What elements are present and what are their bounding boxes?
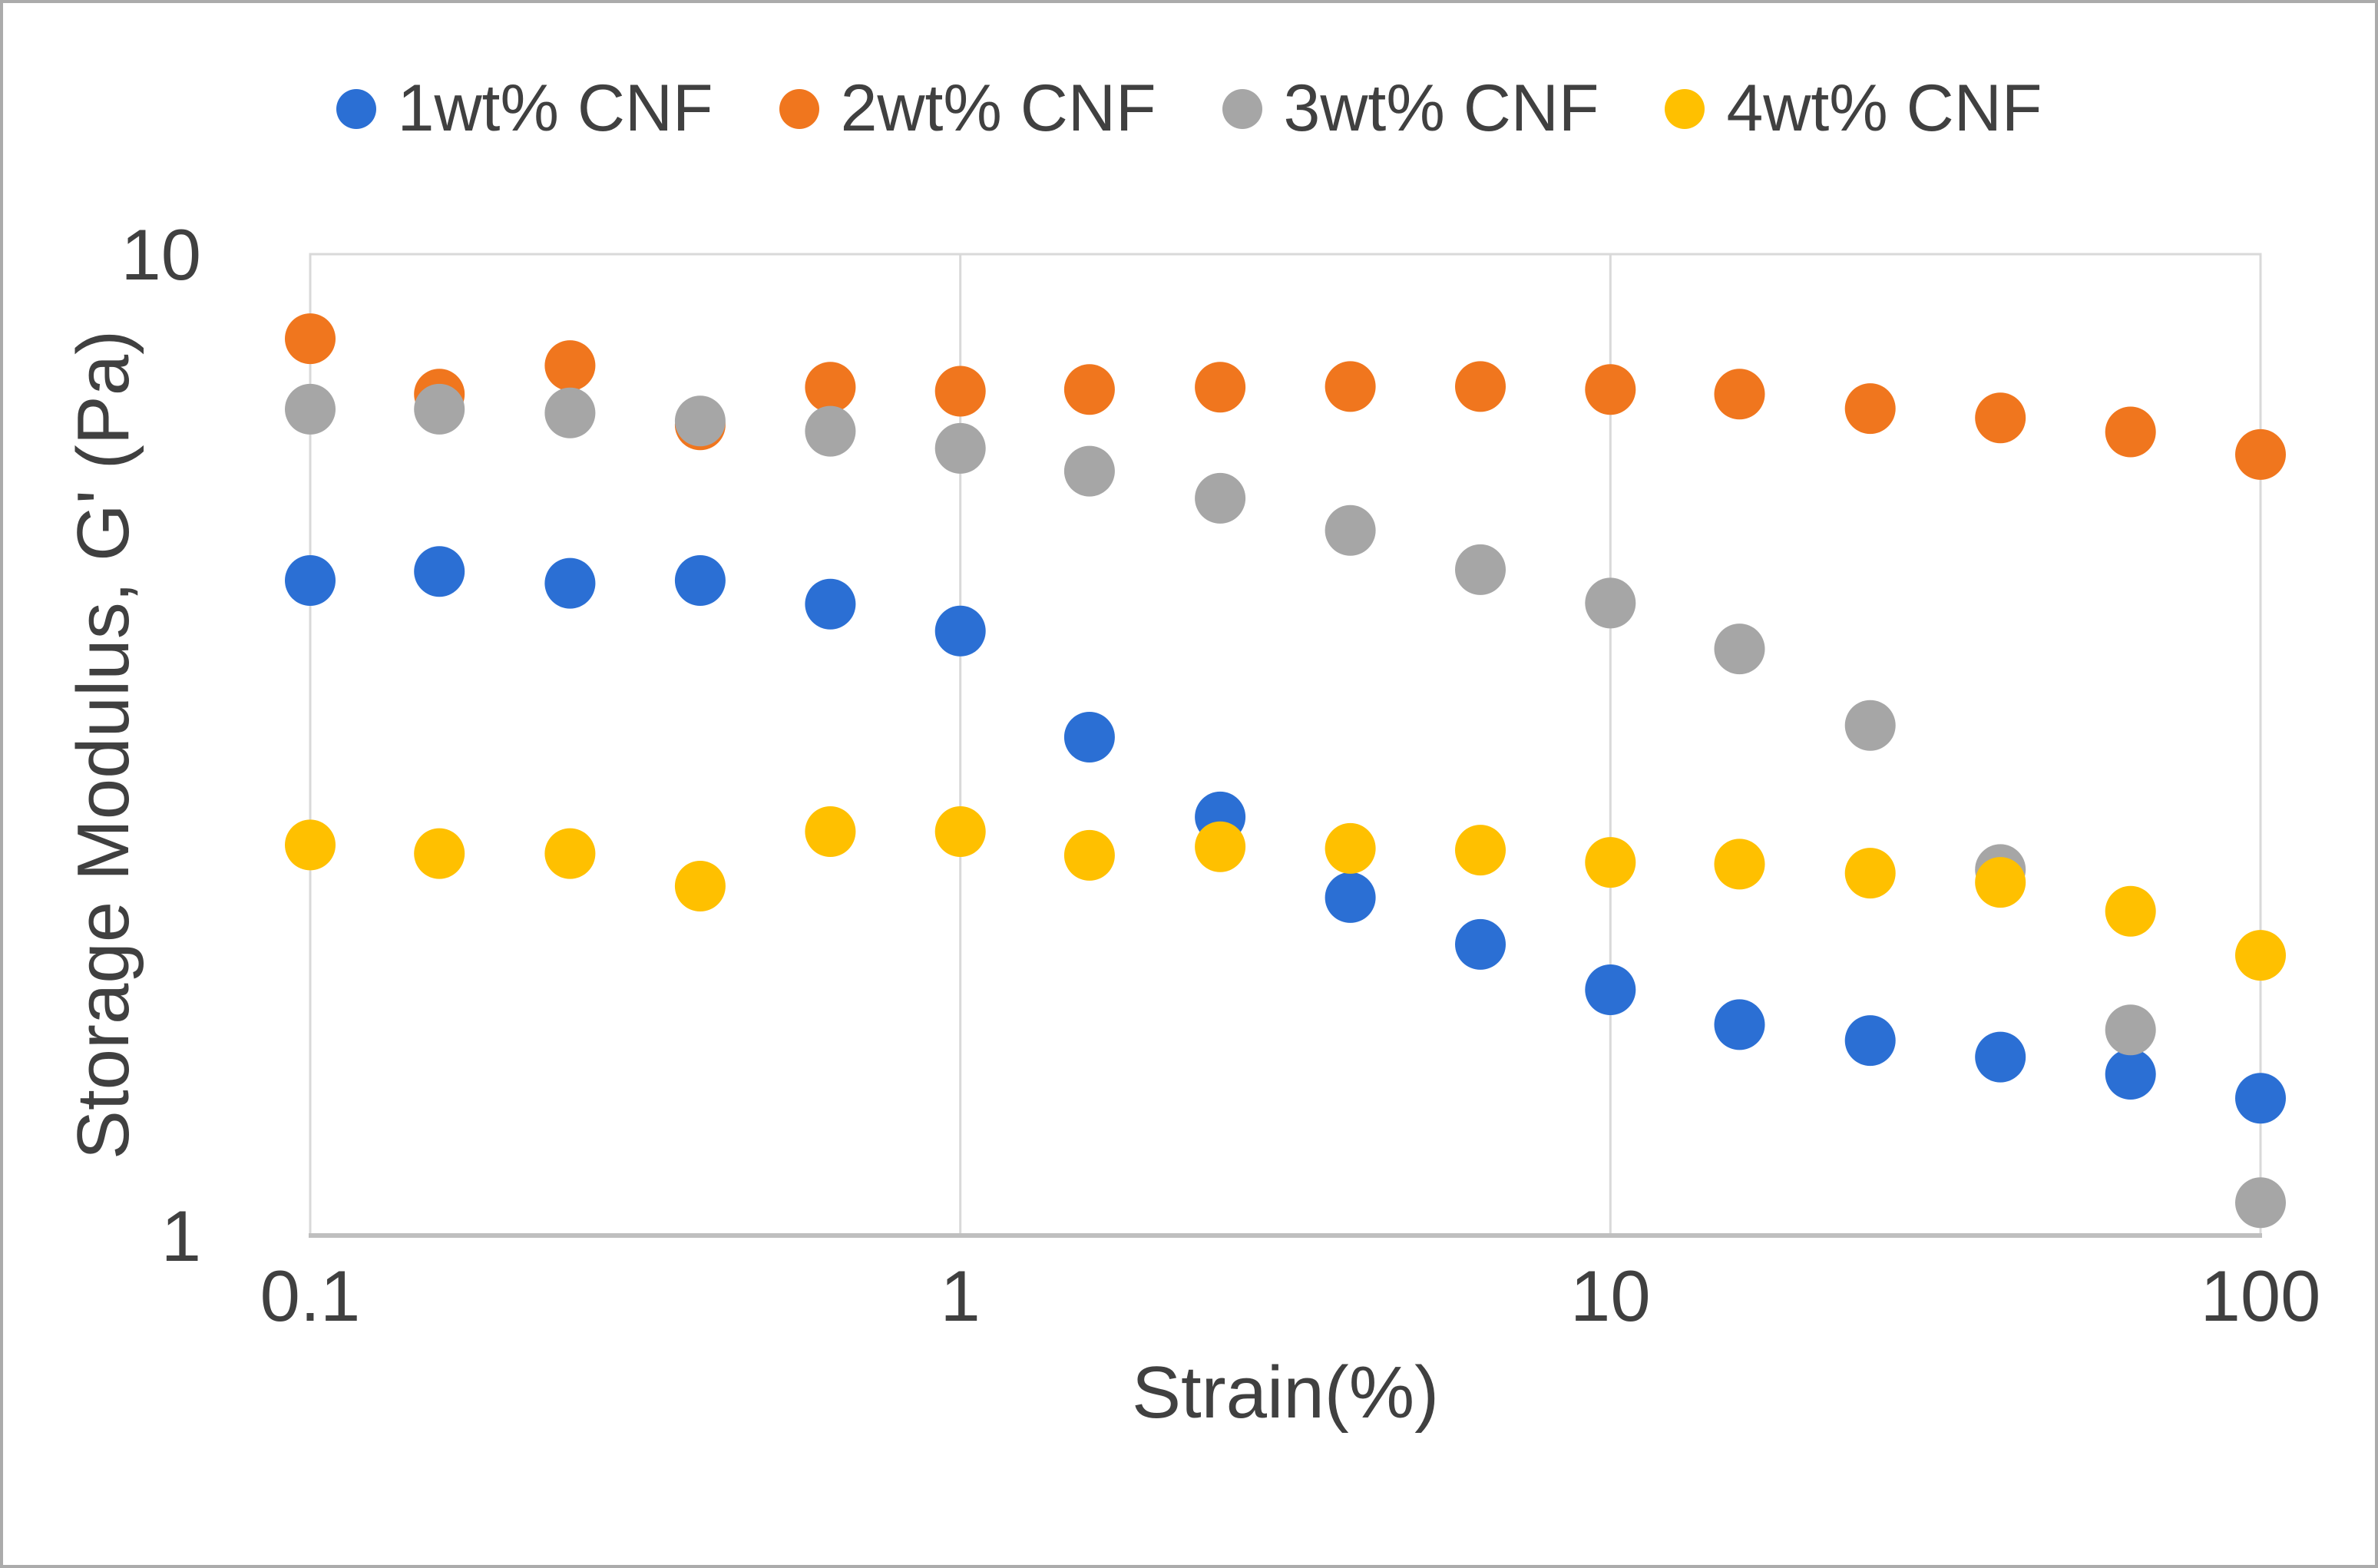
series-1wt-cnf <box>285 546 2286 1124</box>
data-point <box>1844 700 1896 751</box>
data-point <box>544 557 596 609</box>
y-tick-label: 1 <box>161 1196 201 1276</box>
data-point <box>414 383 465 435</box>
y-tick-label: 10 <box>121 214 201 295</box>
data-point <box>285 555 336 606</box>
data-point <box>1455 918 1506 970</box>
data-point <box>1714 839 1765 890</box>
data-point <box>1585 837 1636 888</box>
data-point <box>805 806 856 857</box>
data-point <box>414 828 465 879</box>
data-point <box>285 819 336 871</box>
scatter-plot: 0.1 1 10 100 10 1 Strain(%) Storage Modulus, … <box>62 214 2320 1434</box>
gridlines-layer <box>959 254 1612 1236</box>
data-point <box>1585 364 1636 415</box>
data-point <box>1714 624 1765 675</box>
data-point <box>1975 1031 2026 1083</box>
x-tick-label: 1 <box>941 1255 981 1336</box>
data-point <box>2235 428 2286 480</box>
data-point <box>934 605 986 657</box>
data-point <box>674 555 726 606</box>
series-3wt-cnf <box>285 383 2286 1229</box>
data-point <box>1325 504 1376 556</box>
data-point <box>2235 1073 2286 1124</box>
x-tick-label: 0.1 <box>260 1255 361 1336</box>
data-point <box>414 546 465 597</box>
data-point <box>1455 544 1506 595</box>
data-point <box>1325 822 1376 874</box>
data-point <box>805 405 856 457</box>
data-point <box>2105 1004 2156 1056</box>
data-point <box>1063 829 1115 881</box>
data-point <box>285 383 336 435</box>
x-axis-title: Strain(%) <box>1132 1351 1439 1434</box>
data-point <box>1195 362 1246 413</box>
data-point <box>2105 406 2156 458</box>
data-point <box>1844 383 1896 435</box>
data-point <box>2235 1177 2286 1229</box>
x-tick-label: 100 <box>2201 1255 2321 1336</box>
data-point <box>1063 445 1115 497</box>
data-point <box>1714 369 1765 420</box>
data-point <box>1325 361 1376 412</box>
data-point <box>1975 857 2026 908</box>
data-point <box>1975 392 2026 444</box>
data-point <box>544 387 596 438</box>
data-point <box>544 340 596 392</box>
data-point <box>2235 930 2286 981</box>
data-point <box>934 366 986 417</box>
data-point <box>1714 999 1765 1050</box>
data-point <box>1195 472 1246 524</box>
data-point <box>934 422 986 474</box>
plot-border-layer <box>309 253 2262 1238</box>
data-point <box>544 828 596 879</box>
data-point <box>1455 825 1506 876</box>
data-point <box>1585 577 1636 629</box>
data-point <box>1195 821 1246 872</box>
data-point <box>1585 964 1636 1015</box>
data-point <box>1455 361 1506 412</box>
data-point <box>2105 1049 2156 1100</box>
data-point <box>674 395 726 447</box>
data-point <box>1063 712 1115 762</box>
y-axis-title: Storage Modulus, G' (Pa) <box>62 330 144 1159</box>
series-layer <box>285 313 2286 1229</box>
data-point <box>1844 848 1896 899</box>
data-point <box>2105 885 2156 937</box>
x-tick-label: 10 <box>1570 1255 1651 1336</box>
data-point <box>1844 1015 1896 1067</box>
series-4wt-cnf <box>285 806 2286 981</box>
data-point <box>674 861 726 911</box>
plot-area-border <box>309 253 2262 1237</box>
data-point <box>1063 364 1115 415</box>
data-point <box>805 362 856 413</box>
data-point <box>934 806 986 857</box>
tick-labels-layer: 0.1 1 10 100 10 1 <box>121 214 2320 1336</box>
data-point <box>1325 872 1376 923</box>
data-point <box>805 578 856 630</box>
data-point <box>285 313 336 365</box>
